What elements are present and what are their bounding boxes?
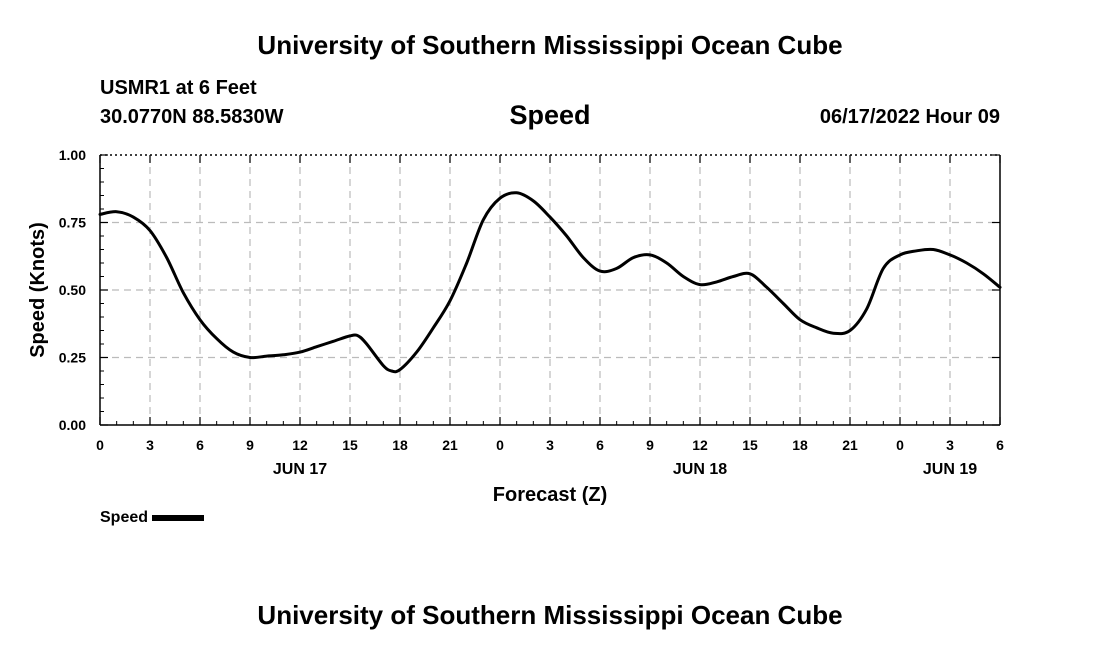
x-tick-label: 18 [392, 437, 408, 453]
x-tick-label: 3 [146, 437, 154, 453]
x-axis-title: Forecast (Z) [493, 484, 607, 506]
x-tick-label: 0 [896, 437, 904, 453]
footer-title: University of Southern Mississippi Ocean… [257, 600, 843, 630]
x-tick-label: 9 [646, 437, 654, 453]
x-tick-label: 6 [596, 437, 604, 453]
page-title: University of Southern Mississippi Ocean… [257, 30, 843, 60]
legend-label: Speed [100, 509, 149, 526]
x-tick-label: 0 [96, 437, 104, 453]
y-tick-label: 0.25 [59, 350, 86, 366]
x-tick-label: 21 [842, 437, 858, 453]
x-tick-label: 6 [996, 437, 1004, 453]
chart-title: Speed [509, 100, 591, 130]
x-tick-label: 12 [292, 437, 308, 453]
x-tick-label: 0 [496, 437, 504, 453]
x-date-label: JUN 19 [923, 461, 977, 478]
x-tick-label: 12 [692, 437, 708, 453]
x-tick-label: 3 [546, 437, 554, 453]
station-coordinates: 30.0770N 88.5830W [100, 106, 284, 128]
x-tick-label: 15 [342, 437, 358, 453]
x-tick-label: 21 [442, 437, 458, 453]
y-tick-label: 1.00 [59, 147, 86, 163]
y-axis-title: Speed (Knots) [27, 222, 49, 358]
station-label: USMR1 at 6 Feet [100, 77, 257, 99]
y-tick-label: 0.00 [59, 417, 86, 433]
series-line-speed [98, 191, 1002, 374]
x-date-label: JUN 17 [273, 461, 327, 478]
x-tick-label: 15 [742, 437, 758, 453]
y-tick-label: 0.75 [59, 215, 86, 231]
y-tick-label: 0.50 [59, 282, 86, 298]
legend-swatch [152, 515, 205, 521]
x-date-label: JUN 18 [673, 461, 727, 478]
forecast-datetime: 06/17/2022 Hour 09 [819, 106, 1000, 128]
x-tick-label: 6 [196, 437, 204, 453]
x-tick-label: 9 [246, 437, 254, 453]
x-tick-label: 18 [792, 437, 808, 453]
x-tick-label: 3 [946, 437, 954, 453]
legend: Speed [100, 509, 205, 527]
